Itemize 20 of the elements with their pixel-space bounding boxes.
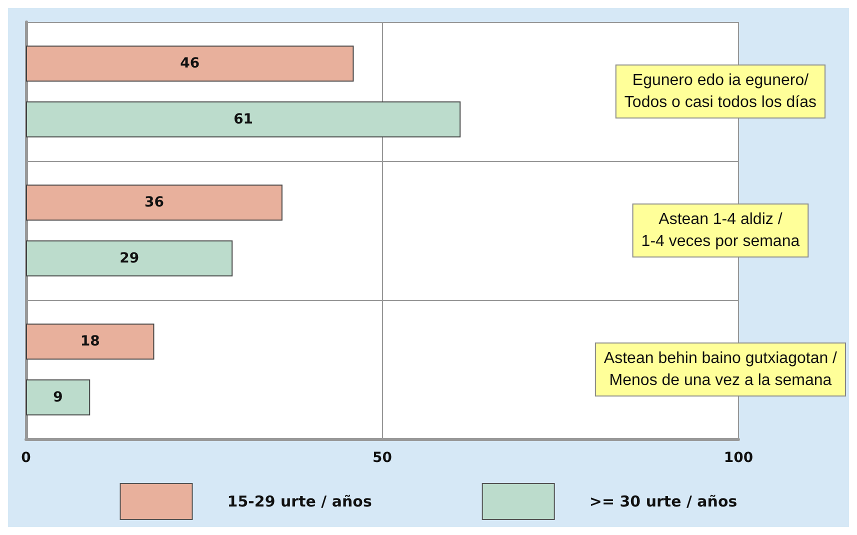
bar (26, 184, 282, 221)
data-label: 18 (80, 334, 100, 350)
y-tick-label: Astean behin baino gutxiagotan / Menos de una vez a la semana (604, 350, 838, 389)
data-label: 9 (53, 389, 63, 406)
x-tick-label: 50 (372, 450, 392, 466)
bar (26, 379, 90, 416)
x-tick-label: 0 (21, 450, 32, 466)
data-label: 46 (180, 56, 200, 72)
x-tick-label: 100 (724, 450, 754, 466)
legend-label: 15-29 urte / años (227, 492, 372, 510)
data-label: 61 (234, 111, 254, 128)
bar (26, 101, 461, 138)
y-tick-label: Egunero edo ia egunero/ Todos o casi todos los días (624, 72, 817, 111)
bar (26, 240, 233, 276)
legend-label: >= 30 urte / años (589, 492, 738, 510)
bar (26, 46, 354, 82)
data-label: 36 (144, 194, 164, 211)
y-tick-label: Astean 1-4 aldiz / 1-4 veces por semana (641, 211, 800, 250)
data-label: 29 (120, 250, 140, 266)
bar (26, 324, 154, 360)
